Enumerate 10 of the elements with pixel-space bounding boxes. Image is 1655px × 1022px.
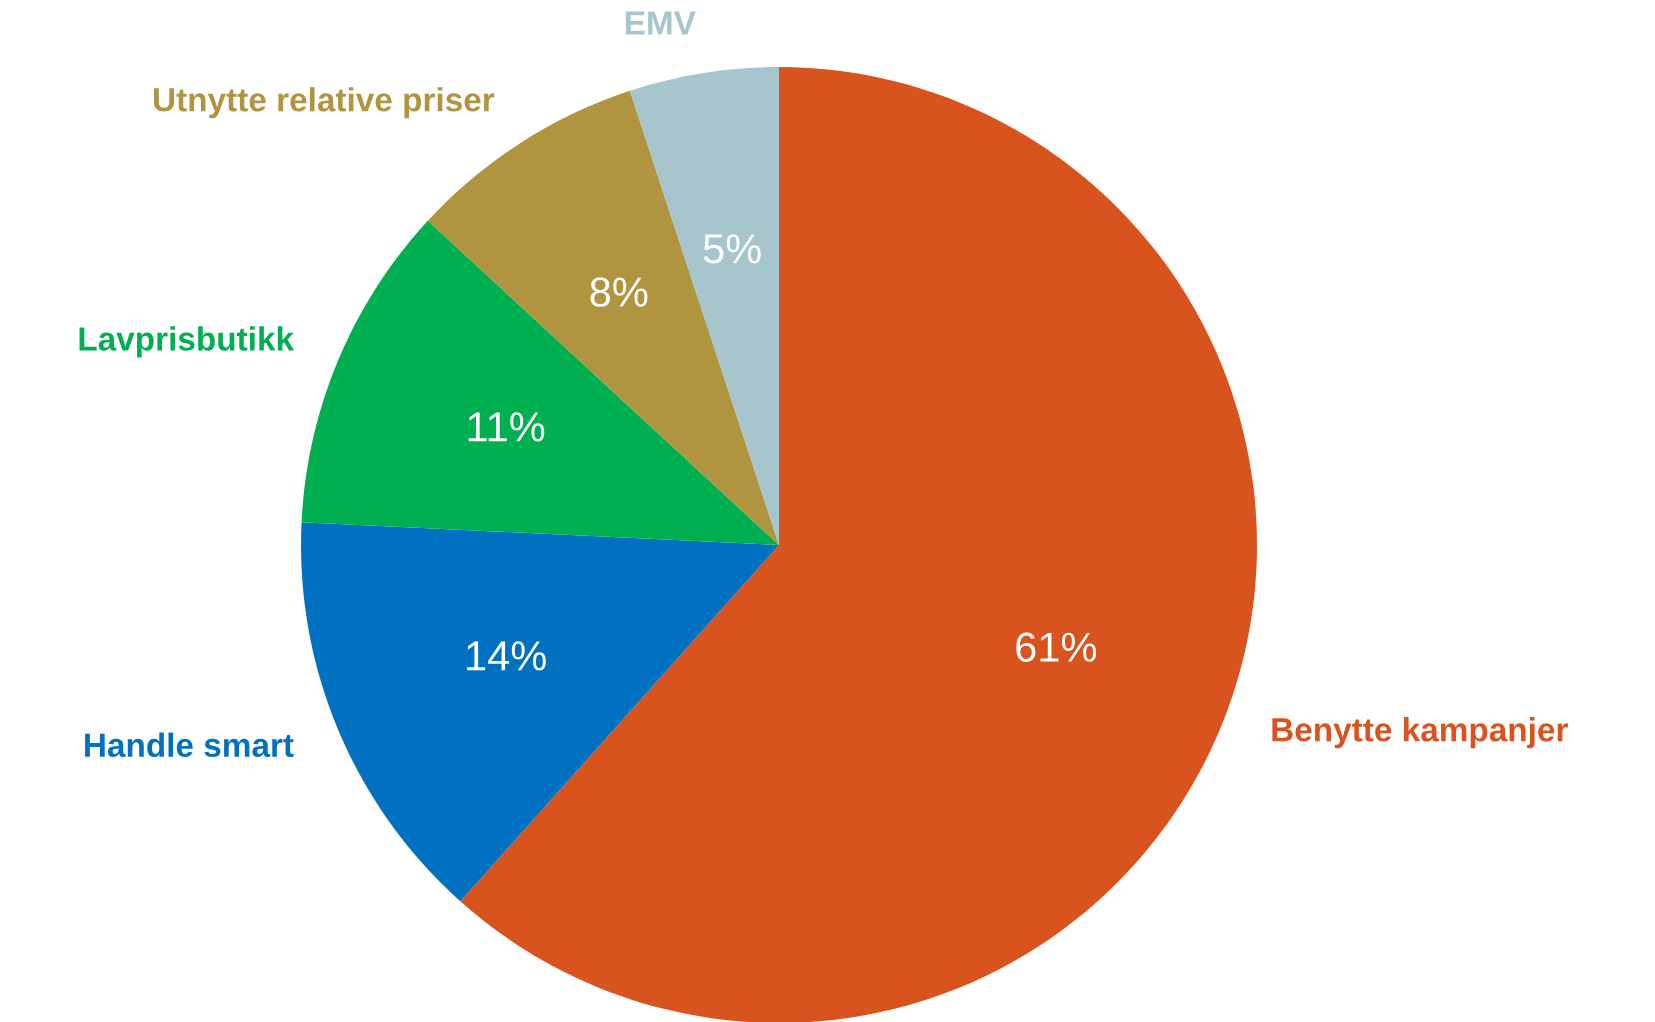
data-label: 14% (467, 641, 546, 671)
slice-label: Utnytte relative priser (154, 87, 495, 119)
data-label: 61% (1016, 632, 1097, 662)
slice-label: Benytte kampanjer (1272, 717, 1568, 749)
slice-label: Lavprisbutikk (79, 326, 295, 358)
data-label: 11% (468, 412, 545, 442)
slice-label: Handle smart (85, 732, 294, 758)
slice-label: EMV (625, 11, 696, 35)
data-label: 8% (590, 277, 648, 307)
data-label: 5% (703, 234, 761, 264)
